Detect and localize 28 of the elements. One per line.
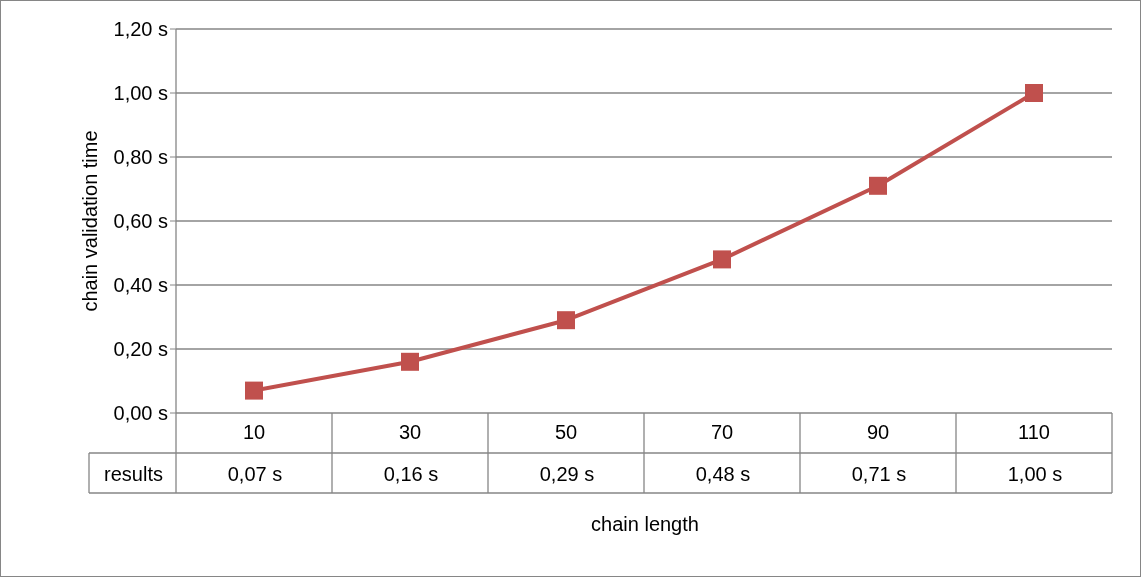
x-axis-title: chain length: [590, 513, 700, 536]
x-tick-label: 110: [1018, 421, 1050, 444]
point: [1025, 84, 1043, 102]
x-tick-label: 70: [710, 421, 734, 444]
y-tick-label: 1,20 s: [113, 18, 168, 41]
y-tick-label: 1,00 s: [113, 82, 168, 105]
x-tick-label: 30: [398, 421, 422, 444]
x-tick-label: 10: [242, 421, 266, 444]
y-axis-title: chain validation time: [79, 130, 102, 312]
data-label: 0,29 s: [538, 462, 596, 487]
y-tick-label: 0,80 s: [113, 146, 168, 169]
y-tick-label: 0,40 s: [113, 274, 168, 297]
y-tick-label: 0,20 s: [113, 338, 168, 361]
point: [557, 311, 575, 330]
point: [245, 381, 263, 400]
data-label: 0,16 s: [382, 462, 440, 487]
data-label: 0,71 s: [850, 462, 908, 487]
data-label: 0,48 s: [694, 462, 752, 487]
data-label: 1,00 s: [1006, 462, 1064, 487]
point: [869, 176, 887, 195]
data-label: 0,07 s: [226, 462, 284, 487]
text: results: [103, 462, 164, 487]
x-tick-label: 50: [554, 421, 578, 444]
y-tick-label: 0,60 s: [113, 210, 168, 233]
point: [401, 352, 419, 371]
x-tick-label: 90: [866, 421, 890, 444]
point: [713, 250, 731, 269]
y-tick-label: 0,00 s: [113, 402, 168, 425]
